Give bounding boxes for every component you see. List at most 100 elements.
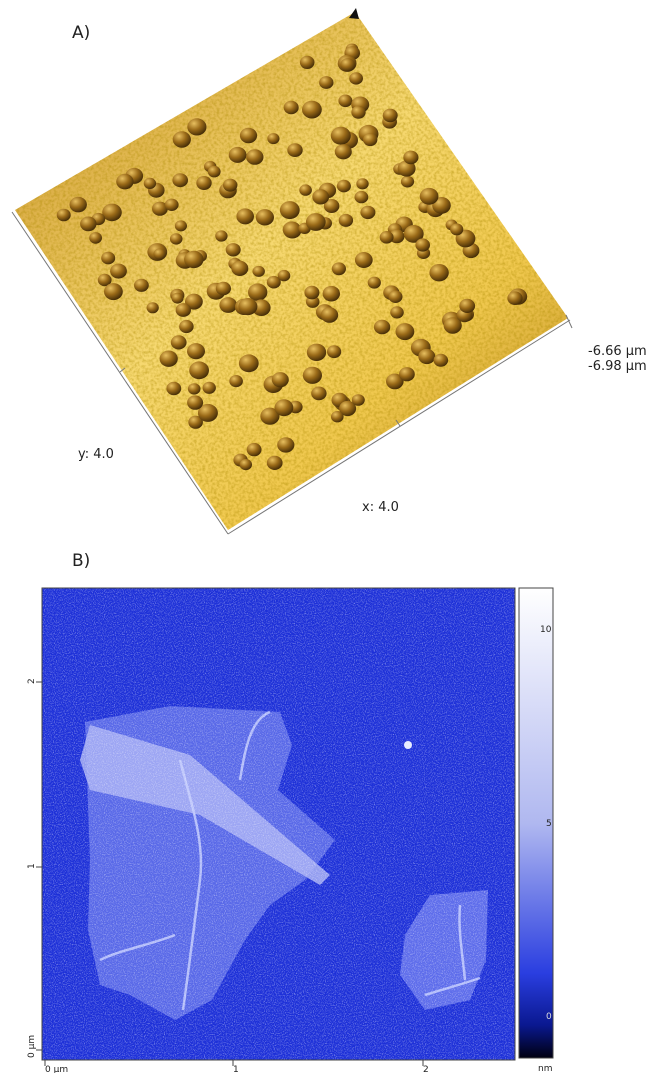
surface-particle (429, 264, 448, 281)
surface-particle (306, 213, 326, 231)
surface-particle (173, 131, 191, 147)
surface-particle (278, 270, 291, 281)
surface-particle (327, 345, 341, 358)
colorbar-tick-label: 0 (546, 1012, 552, 1022)
surface-particle (176, 303, 191, 317)
surface-particle (256, 209, 274, 225)
surface-particle (420, 188, 439, 205)
corner-marker (349, 8, 359, 19)
surface-particle (239, 354, 259, 372)
surface-particle (380, 231, 394, 244)
surface-particle (189, 361, 209, 379)
surface-particle (319, 76, 333, 89)
y-axis-label: y: 4.0 (78, 447, 114, 462)
surface-particle (352, 394, 365, 406)
noise (42, 588, 515, 1060)
surface-particle (340, 58, 355, 71)
surface-particle (175, 220, 187, 231)
surface-particle (332, 262, 346, 275)
surface-particle (272, 372, 289, 387)
surface-particle (101, 252, 115, 265)
surface-particle (196, 176, 211, 190)
surface-particle (321, 307, 338, 323)
surface-particle (246, 149, 263, 165)
surface-particle (226, 243, 241, 256)
surface-particle (170, 233, 183, 244)
surface-particle (299, 184, 312, 195)
surface-particle (165, 199, 179, 211)
surface-particle (57, 209, 71, 222)
surface-particle (144, 178, 156, 189)
surface-particle (450, 223, 463, 235)
surface-particle (267, 133, 279, 144)
surface-particle (307, 344, 326, 361)
surface-particle (219, 297, 237, 313)
z-label: -6.66 µm (588, 344, 647, 359)
surface-particle (363, 133, 377, 146)
panel-label: A) (72, 23, 90, 43)
y-tick-label: 2 (27, 678, 37, 684)
surface-particle (311, 387, 326, 401)
surface-particle (331, 411, 344, 422)
surface-particle (80, 217, 96, 232)
surface-particle (229, 375, 243, 387)
surface-particle (231, 261, 248, 276)
panel-label: B) (72, 551, 90, 571)
surface-particle (247, 443, 262, 456)
surface-particle (110, 264, 127, 279)
surface-particle (383, 109, 398, 123)
y-tick-label: 0 µm (27, 1035, 37, 1058)
surface-particle (339, 214, 353, 227)
surface-particle (355, 252, 373, 268)
z-label: -6.98 µm (588, 359, 647, 374)
surface-particle (403, 151, 418, 165)
particle (404, 741, 412, 749)
surface-particle (304, 286, 319, 300)
surface-particle (267, 456, 283, 470)
surface-particle (253, 266, 265, 277)
surface-particle (355, 191, 369, 203)
surface-particle (70, 197, 87, 213)
surface-particle (351, 106, 365, 119)
surface-particle (238, 298, 257, 315)
x-tick-label: 2 (423, 1065, 429, 1073)
surface-particle (147, 302, 159, 313)
surface-particle (240, 128, 257, 143)
surface-particle (208, 166, 221, 178)
surface-particle (284, 101, 299, 115)
surface-particle (399, 367, 415, 381)
y-tick-label: 1 (27, 863, 37, 869)
x-axis-label: x: 4.0 (362, 500, 399, 515)
surface-particle (335, 144, 352, 159)
surface-particle (356, 178, 368, 189)
surface-particle (134, 279, 149, 292)
surface-particle (171, 335, 187, 349)
surface-particle (323, 286, 340, 302)
surface-particle (396, 323, 415, 340)
surface-particle (389, 290, 403, 303)
surface-particle (277, 437, 294, 452)
colorbar-unit: nm (538, 1064, 552, 1073)
surface-particle (184, 251, 203, 268)
afm-height-image (42, 588, 515, 1060)
surface-particle (187, 118, 206, 135)
surface-particle (337, 180, 351, 193)
colorbar-tick-label: 10 (540, 625, 552, 635)
surface-particle (166, 382, 181, 395)
surface-particle (331, 127, 351, 145)
surface-particle (459, 299, 475, 313)
surface-particle (104, 283, 123, 300)
surface-particle (374, 320, 390, 335)
surface-particle (418, 349, 435, 364)
surface-particle (229, 147, 247, 163)
surface-particle (434, 354, 449, 367)
surface-particle (401, 176, 414, 188)
surface-particle (154, 249, 166, 260)
surface-particle (287, 143, 302, 157)
surface-particle (240, 459, 252, 470)
surface-particle (360, 206, 375, 219)
figure: A) y: 4.0 x: 4.0 -6.66 µm -6.98 µm B) (0, 0, 654, 1073)
surface-particle (349, 72, 363, 84)
surface-particle (116, 174, 133, 190)
surface-particle (236, 208, 254, 224)
